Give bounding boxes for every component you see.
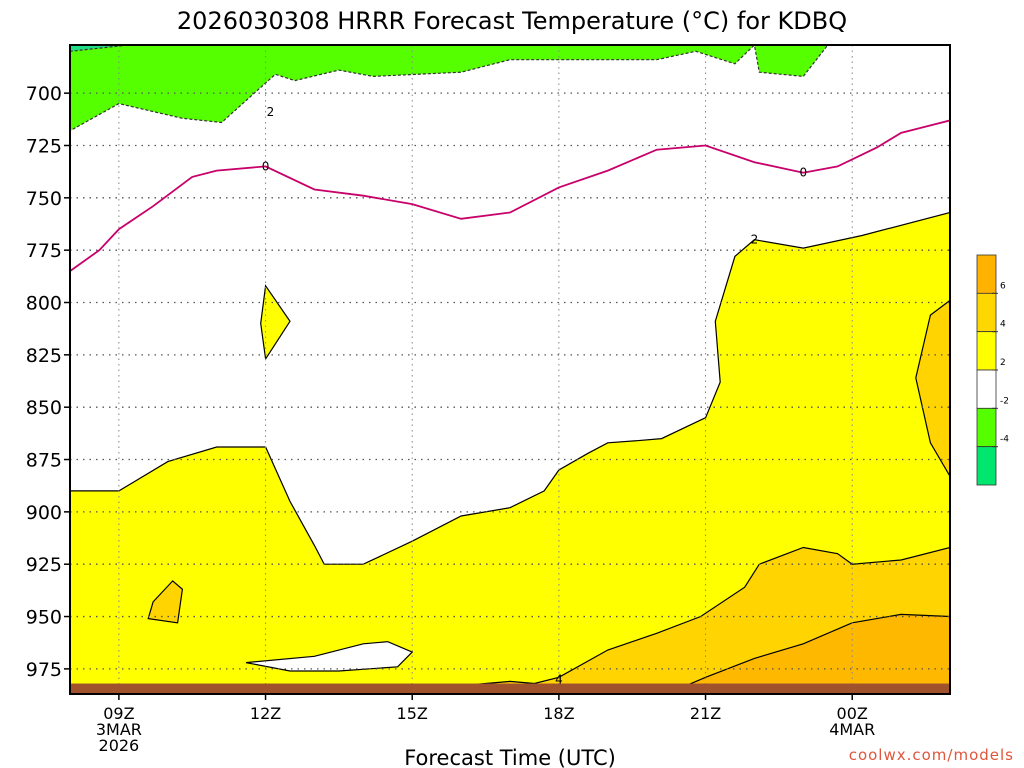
y-tick-label: 800	[26, 293, 62, 315]
temperature-region-1	[753, 45, 829, 78]
y-tick-label: 825	[26, 345, 62, 367]
x-tick-label: 4MAR	[829, 720, 875, 739]
x-tick-label: 15Z	[397, 704, 428, 723]
x-tick-label: 00Z	[837, 704, 868, 723]
x-tick-label: 12Z	[250, 704, 281, 723]
contour-label: 4	[555, 672, 563, 686]
y-tick-label: 850	[26, 397, 62, 419]
x-tick-label: 2026	[99, 736, 140, 755]
ground-surface	[70, 683, 950, 694]
y-tick-label: 700	[26, 83, 62, 105]
contour-label: 0	[262, 159, 270, 173]
contour-label: 2	[267, 105, 275, 119]
temperature-region-6	[915, 299, 950, 478]
temperature-region-7	[147, 580, 184, 624]
x-tick-label: 3MAR	[96, 720, 142, 739]
plot-border	[69, 44, 951, 695]
contour-label: 2	[751, 233, 759, 247]
colorbar-bin	[976, 446, 997, 486]
zero-degree-contour	[70, 119, 950, 272]
y-tick-label: 875	[26, 450, 62, 472]
x-tick-label: 21Z	[690, 704, 721, 723]
colorbar-tick-label: -2	[1000, 396, 1009, 406]
y-tick-label: 975	[26, 659, 62, 681]
colorbar-bin	[976, 292, 997, 333]
temperature-region-2	[70, 45, 129, 52]
plot-area: 2 0 0 2 4	[70, 45, 950, 694]
colorbar-tick-label: 2	[1000, 358, 1006, 368]
y-tick-label: 900	[26, 502, 62, 524]
y-tick-label: 925	[26, 554, 62, 576]
x-axis-title: Forecast Time (UTC)	[404, 746, 616, 768]
y-tick-label: 775	[26, 240, 62, 262]
x-tick-label: 09Z	[103, 704, 134, 723]
temperature-region-0	[70, 45, 756, 132]
chart-title: 2026030308 HRRR Forecast Temperature (°C…	[177, 7, 847, 35]
colorbar-bin	[976, 369, 997, 409]
colorbar-bin	[976, 407, 997, 448]
colorbar-tick-label: 6	[1000, 281, 1006, 291]
colorbar-bin	[976, 331, 997, 371]
colorbar-bin	[976, 254, 997, 294]
y-tick-label: 950	[26, 607, 62, 629]
x-tick-label: 18Z	[543, 704, 574, 723]
colorbar-legend: 6 4 2 -2 -4	[976, 254, 1009, 486]
y-tick-label: 725	[26, 135, 62, 157]
colorbar-tick-label: -4	[1000, 435, 1009, 445]
temperature-region-9	[245, 641, 414, 672]
y-tick-label: 750	[26, 188, 62, 210]
contour-label: 0	[800, 166, 808, 180]
credit-watermark: coolwx.com/models	[849, 746, 1014, 764]
colorbar-tick-label: 4	[1000, 320, 1006, 330]
